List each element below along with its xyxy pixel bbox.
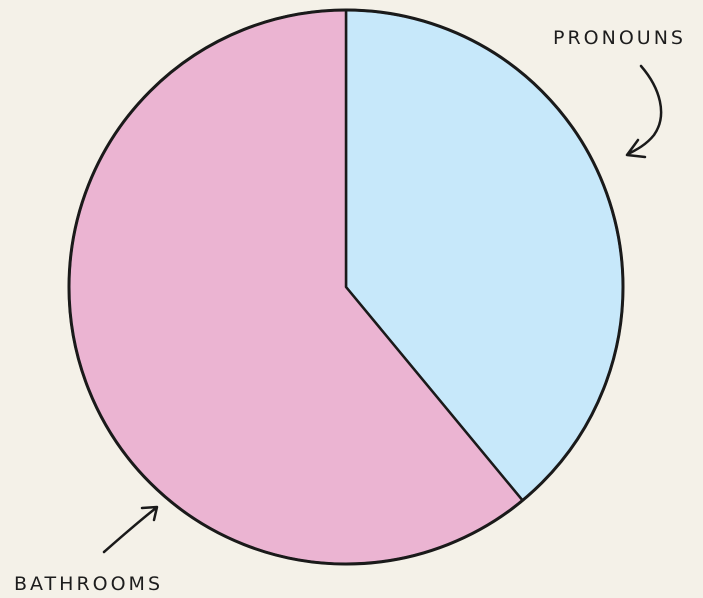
arrow-bathrooms (104, 508, 156, 552)
pie-slices (69, 10, 623, 564)
arrow-pronouns (628, 66, 661, 154)
slice-label-pronouns: PRONOUNS (553, 27, 686, 49)
slice-label-bathrooms: BATHROOMS (14, 573, 163, 595)
